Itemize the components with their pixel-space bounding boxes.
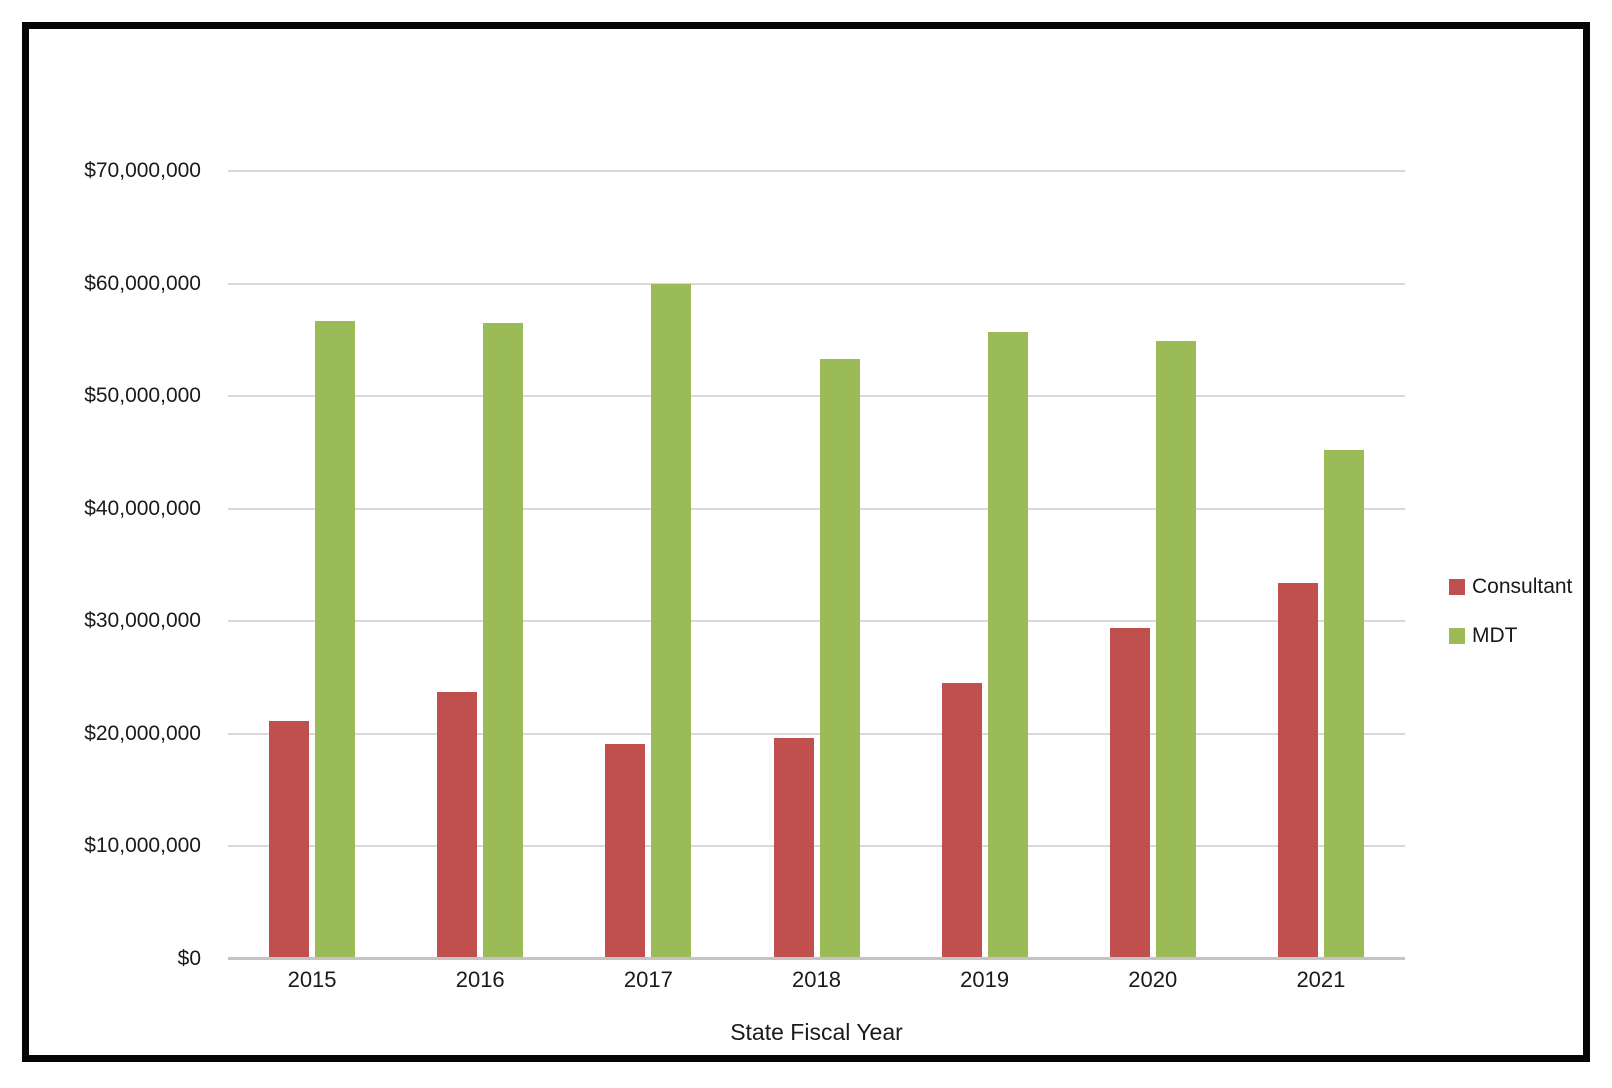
y-tick-label: $10,000,000 (84, 834, 201, 858)
chart-title-faded (429, 74, 1229, 108)
x-tick-label-2021: 2021 (1296, 967, 1346, 992)
consultant-bar-2020 (1109, 628, 1150, 959)
consultant-legend-swatch-icon (1449, 579, 1465, 595)
consultant-bar-2019 (941, 683, 982, 959)
gridline-40000000 (228, 507, 1405, 510)
x-axis-title: State Fiscal Year (730, 1019, 903, 1045)
x-tick-label-2017: 2017 (623, 967, 673, 992)
y-tick-label: $0 (177, 947, 201, 970)
legend-item-mdt: MDT (1449, 624, 1572, 648)
chart-border-frame: $0 $10,000,000 $20,000,000 $30,000,000 $40,0… (22, 22, 1590, 1062)
mdt-legend-swatch-icon (1449, 628, 1465, 644)
y-tick-label: $60,000,000 (84, 271, 201, 295)
x-tick-label-2020: 2020 (1128, 967, 1178, 992)
mdt-bar-2017 (651, 283, 692, 959)
consultant-bar-2017 (605, 744, 646, 959)
mdt-bar-2018 (819, 359, 860, 959)
consultant-bar-2018 (773, 738, 814, 959)
consultant-bar-2015 (269, 721, 310, 959)
mdt-bar-2015 (315, 320, 356, 959)
gridline-20000000 (228, 732, 1405, 735)
x-axis-line (228, 957, 1405, 960)
legend-item-consultant: Consultant (1449, 575, 1572, 599)
consultant-legend-label: Consultant (1472, 575, 1573, 598)
y-tick-label: $20,000,000 (84, 721, 201, 745)
consultant-bar-2021 (1277, 583, 1318, 959)
mdt-bar-2020 (1155, 340, 1196, 959)
gridline-50000000 (228, 395, 1405, 398)
mdt-bar-2016 (483, 322, 524, 959)
x-tick-label-2015: 2015 (287, 967, 337, 992)
legend: Consultant MDT (1449, 575, 1572, 673)
mdt-bar-2021 (1323, 450, 1364, 959)
mdt-legend-label: MDT (1472, 624, 1518, 647)
x-tick-label-2018: 2018 (792, 967, 841, 992)
y-tick-label: $30,000,000 (84, 609, 201, 633)
consultant-bar-2016 (437, 692, 478, 959)
mdt-bar-2019 (987, 331, 1028, 959)
gridline-60000000 (228, 282, 1405, 285)
x-tick-label-2019: 2019 (960, 967, 1010, 992)
y-tick-label: $40,000,000 (84, 496, 201, 520)
x-tick-label-2016: 2016 (455, 967, 505, 992)
plot-area: $0 $10,000,000 $20,000,000 $30,000,000 $40,0… (84, 159, 1405, 992)
y-tick-label: $70,000,000 (84, 159, 201, 182)
gridline-70000000 (228, 170, 1405, 172)
gridline-10000000 (228, 845, 1405, 848)
gridline-30000000 (228, 620, 1405, 623)
y-tick-label: $50,000,000 (84, 384, 201, 408)
